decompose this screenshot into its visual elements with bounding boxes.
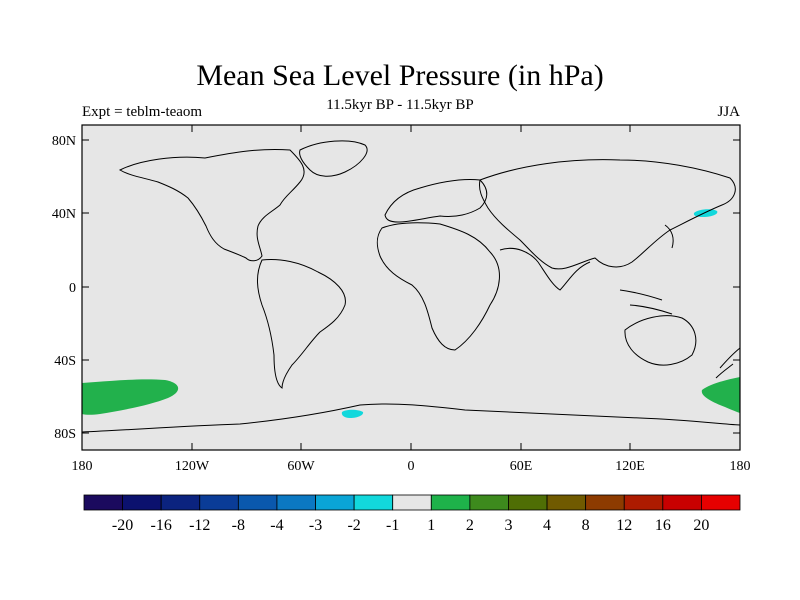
- colorbar-swatch: [469, 494, 509, 511]
- colorbar-label: 4: [543, 517, 551, 534]
- colorbar-label: 12: [616, 517, 632, 534]
- y-tick-label: 0: [69, 281, 76, 296]
- colorbar-swatch: [83, 494, 123, 511]
- colorbar-swatch: [623, 494, 664, 511]
- y-tick-label: 40S: [54, 354, 76, 369]
- colorbar-swatch: [199, 494, 239, 511]
- colorbar-swatch: [430, 494, 471, 511]
- x-tick-label: 60E: [510, 459, 533, 474]
- y-tick-label: 40N: [52, 207, 76, 222]
- season-label: JJA: [717, 104, 740, 120]
- colorbar-swatch: [237, 494, 278, 511]
- colorbar-label: -12: [189, 517, 210, 534]
- anomaly-south-west-pacific: [701, 377, 740, 413]
- colorbar-swatch: [353, 494, 394, 511]
- colorbar-swatch: [392, 494, 432, 511]
- colorbar-label: 20: [693, 517, 709, 534]
- map-title: Mean Sea Level Pressure (in hPa): [196, 59, 604, 92]
- x-tick-label: 120W: [175, 459, 210, 474]
- colorbar-swatch: [315, 494, 355, 511]
- x-tick-label: 180: [72, 459, 93, 474]
- colorbar-swatch: [508, 494, 548, 511]
- colorbar-label: 2: [466, 517, 474, 534]
- y-tick-label: 80N: [52, 134, 76, 149]
- colorbar-swatch: [585, 494, 625, 511]
- colorbar-swatch: [662, 494, 702, 511]
- y-tick-label: 80S: [54, 427, 76, 442]
- x-axis: 180 120W 60W 0 60E 120E 180: [72, 125, 751, 474]
- colorbar-label: -4: [270, 517, 283, 534]
- colorbar-swatch: [276, 494, 316, 511]
- colorbar-swatch: [160, 494, 201, 511]
- coastlines: [81, 140, 741, 433]
- y-axis: 80N 40N 0 40S 80S: [52, 134, 740, 442]
- colorbar-swatch: [546, 494, 587, 511]
- colorbar-label: -3: [309, 517, 322, 534]
- colorbar-label: -2: [347, 517, 360, 534]
- colorbar-label: 1: [427, 517, 435, 534]
- colorbar-label: -1: [386, 517, 399, 534]
- x-tick-label: 180: [730, 459, 751, 474]
- colorbar: -20 -16 -12 -8 -4 -3 -2 -1 1 2 3 4 8 12 16 20: [83, 494, 741, 534]
- colorbar-label: -8: [232, 517, 245, 534]
- colorbar-swatch: [701, 494, 741, 511]
- colorbar-label: -20: [112, 517, 133, 534]
- colorbar-label: -16: [151, 517, 172, 534]
- x-tick-label: 120E: [615, 459, 645, 474]
- colorbar-swatch: [122, 494, 162, 511]
- anomaly-south-pacific: [82, 379, 179, 415]
- anomaly-layer: [82, 209, 740, 418]
- anomaly-weddell: [341, 409, 364, 418]
- map-subtitle: 11.5kyr BP - 11.5kyr BP: [326, 97, 474, 113]
- experiment-label: Expt = teblm-teaom: [82, 104, 203, 120]
- colorbar-label: 3: [504, 517, 512, 534]
- colorbar-label: 8: [582, 517, 590, 534]
- x-tick-label: 60W: [287, 459, 315, 474]
- x-tick-label: 0: [408, 459, 415, 474]
- map-background: [82, 125, 740, 450]
- colorbar-label: 16: [655, 517, 671, 534]
